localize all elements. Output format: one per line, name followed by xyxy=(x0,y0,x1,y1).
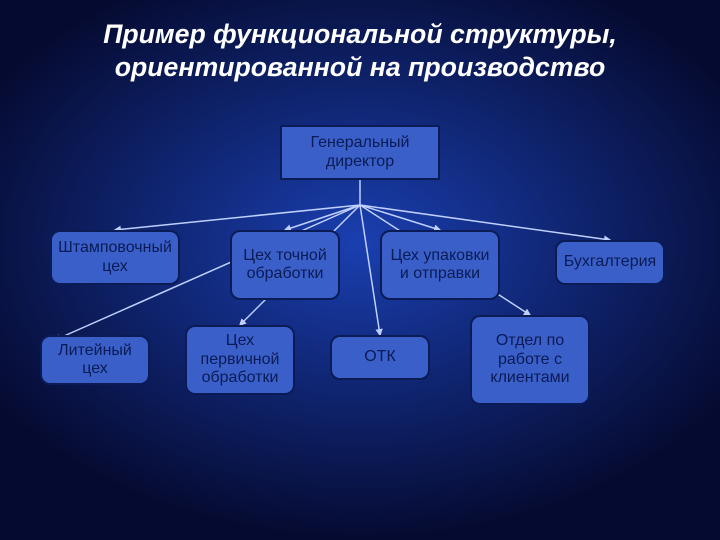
title-line1: Пример функциональной структуры, xyxy=(103,19,617,49)
slide-title: Пример функциональной структуры, ориенти… xyxy=(0,18,720,85)
org-node-n7: ОТК xyxy=(330,335,430,380)
org-node-root: Генеральный директор xyxy=(280,125,440,180)
org-chart-stage: Пример функциональной структуры, ориенти… xyxy=(0,0,720,540)
org-node-n1: Штамповочный цех xyxy=(50,230,180,285)
title-line2: ориентированной на производство xyxy=(115,52,606,82)
org-node-n4: Бухгалтерия xyxy=(555,240,665,285)
org-node-n8: Отдел по работе с клиентами xyxy=(470,315,590,405)
org-node-n2: Цех точной обработки xyxy=(230,230,340,300)
org-node-n3: Цех упаковки и отправки xyxy=(380,230,500,300)
org-node-n5: Литейный цех xyxy=(40,335,150,385)
org-node-n6: Цех первичной обработки xyxy=(185,325,295,395)
